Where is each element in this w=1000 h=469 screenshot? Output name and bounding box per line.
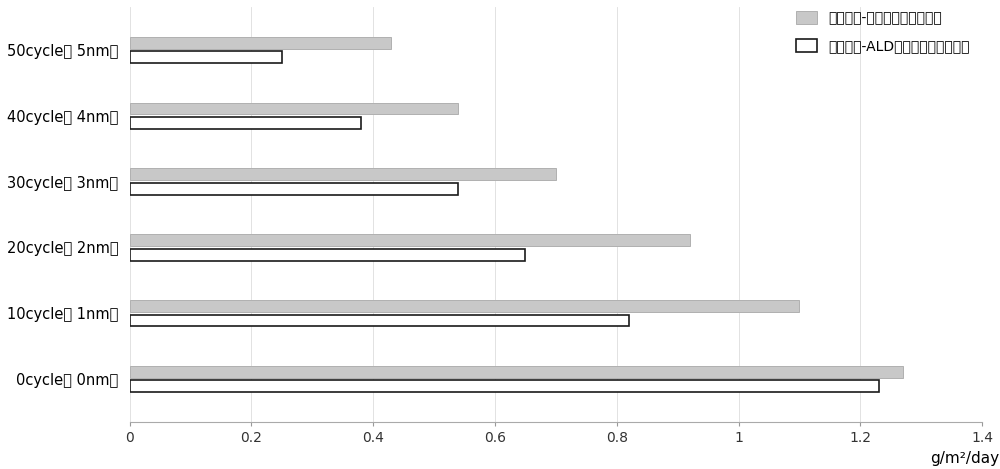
X-axis label: g/m²/day: g/m²/day [930,451,999,466]
Bar [130,51,282,63]
Legend: 纳米淠粉-氧化鐵、氧化铝混合, 纳米淠粉-ALD包覆氧化鐵、氧化铝: 纳米淠粉-氧化鐵、氧化铝混合, 纳米淠粉-ALD包覆氧化鐵、氧化铝 [791,6,975,59]
Bar [130,103,458,114]
Bar [130,168,556,180]
Bar [130,37,391,49]
Bar [130,380,879,392]
Bar [130,183,458,195]
Bar [130,249,525,261]
Bar [130,234,690,246]
Bar [130,300,799,312]
Bar [130,366,903,378]
Bar [130,315,629,326]
Bar [130,117,361,129]
